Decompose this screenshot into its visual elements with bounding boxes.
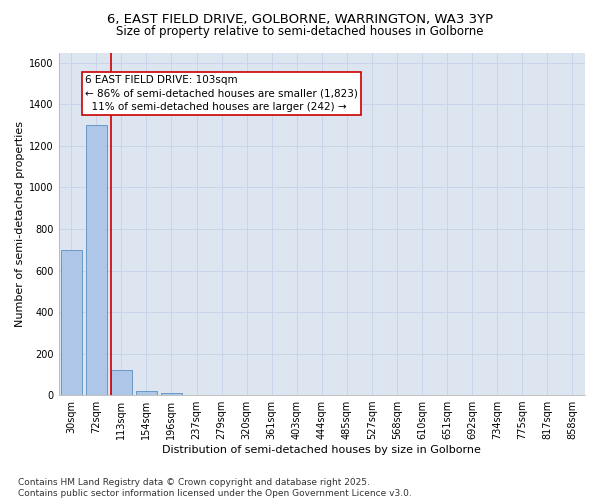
X-axis label: Distribution of semi-detached houses by size in Golborne: Distribution of semi-detached houses by … [163, 445, 481, 455]
Text: Size of property relative to semi-detached houses in Golborne: Size of property relative to semi-detach… [116, 25, 484, 38]
Bar [86, 125, 107, 395]
Bar [136, 391, 157, 395]
Bar [161, 393, 182, 395]
Text: 6, EAST FIELD DRIVE, GOLBORNE, WARRINGTON, WA3 3YP: 6, EAST FIELD DRIVE, GOLBORNE, WARRINGTO… [107, 12, 493, 26]
Y-axis label: Number of semi-detached properties: Number of semi-detached properties [15, 121, 25, 327]
Text: Contains HM Land Registry data © Crown copyright and database right 2025.
Contai: Contains HM Land Registry data © Crown c… [18, 478, 412, 498]
Bar [61, 250, 82, 395]
Text: 6 EAST FIELD DRIVE: 103sqm
← 86% of semi-detached houses are smaller (1,823)
  1: 6 EAST FIELD DRIVE: 103sqm ← 86% of semi… [85, 76, 358, 112]
Bar [110, 370, 132, 395]
